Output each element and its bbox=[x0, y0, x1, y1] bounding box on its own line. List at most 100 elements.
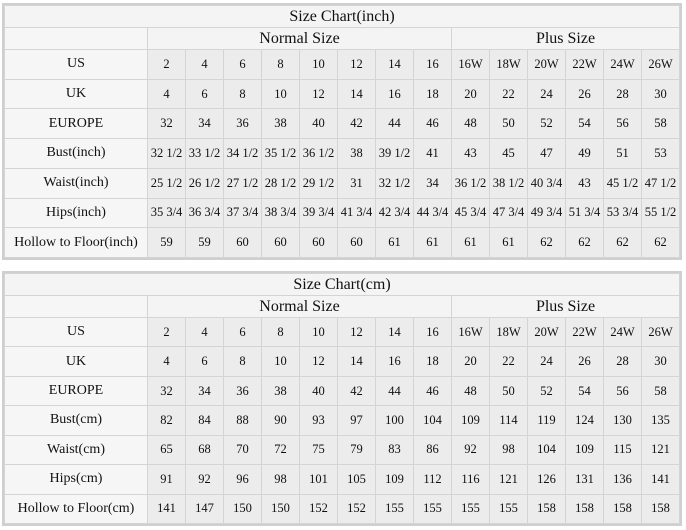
table-cell: 52 bbox=[527, 375, 566, 407]
table-row: Waist(inch) 25 1/2 26 1/2 27 1/2 28 1/2 29 1/… bbox=[4, 167, 680, 199]
table-cell: 41 bbox=[413, 138, 452, 169]
table-cell: 155 bbox=[451, 493, 490, 525]
table-cell: 49 3/4 bbox=[527, 197, 566, 229]
table-cell: 4 bbox=[147, 78, 186, 110]
table-cell: 59 bbox=[147, 227, 186, 258]
table-row: UK 4 6 8 10 12 14 16 18 20 22 24 26 28 30 bbox=[4, 346, 680, 377]
row-label: Waist(inch) bbox=[4, 167, 148, 199]
table-cell: 36 1/2 bbox=[299, 138, 338, 169]
table-cell: 158 bbox=[527, 493, 566, 525]
table-cell: 36 bbox=[223, 108, 262, 140]
table-row: US 2 4 6 8 10 12 14 16 16W 18W 20W 22W 24W 26W bbox=[4, 316, 680, 348]
table-row: Bust(inch) 32 1/2 33 1/2 34 1/2 35 1/2 36 1/2… bbox=[4, 138, 680, 169]
table-cell: 18W bbox=[489, 49, 528, 80]
table-cell: 28 bbox=[603, 78, 642, 110]
table-cell: 60 bbox=[261, 227, 300, 258]
table-cell: 72 bbox=[261, 434, 300, 466]
table-cell: 14 bbox=[337, 346, 376, 377]
table-cell: 38 bbox=[337, 138, 376, 169]
row-label: Hollow to Floor(inch) bbox=[4, 227, 148, 258]
table-cell: 35 1/2 bbox=[261, 138, 300, 169]
table-cell: 25 1/2 bbox=[147, 167, 186, 199]
table-cell: 61 bbox=[451, 227, 490, 258]
table-cell: 24 bbox=[527, 346, 566, 377]
table-cell: 4 bbox=[185, 49, 224, 80]
table-cell: 109 bbox=[375, 464, 414, 495]
table-cell: 90 bbox=[261, 405, 300, 436]
table-cell: 101 bbox=[299, 464, 338, 495]
table-cell: 26W bbox=[641, 49, 680, 80]
table-cell: 36 bbox=[223, 375, 262, 407]
size-table: Size Chart(cm) Normal Size Plus Size US 2 4 6 8… bbox=[4, 273, 680, 525]
table-cell: 24 bbox=[527, 78, 566, 110]
table-cell: 45 bbox=[489, 138, 528, 169]
table-cell: 32 1/2 bbox=[375, 167, 414, 199]
table-row: US 2 4 6 8 10 12 14 16 16W 18W 20W 22W 24W 26W bbox=[4, 49, 680, 80]
table-cell: 126 bbox=[527, 464, 566, 495]
group-header-row: Normal Size Plus Size bbox=[4, 295, 680, 318]
table-title: Size Chart(inch) bbox=[4, 5, 680, 28]
table-cell: 158 bbox=[565, 493, 604, 525]
row-label: UK bbox=[4, 346, 148, 377]
table-cell: 83 bbox=[375, 434, 414, 466]
row-label: US bbox=[4, 316, 148, 348]
table-cell: 22 bbox=[489, 78, 528, 110]
table-cell: 38 bbox=[261, 108, 300, 140]
table-cell: 86 bbox=[413, 434, 452, 466]
table-cell: 155 bbox=[375, 493, 414, 525]
table-cell: 26 1/2 bbox=[185, 167, 224, 199]
table-cell: 30 bbox=[641, 78, 680, 110]
title-row: Size Chart(cm) bbox=[4, 273, 680, 296]
row-label: EUROPE bbox=[4, 108, 148, 140]
table-cell: 4 bbox=[185, 316, 224, 348]
table-cell: 6 bbox=[185, 78, 224, 110]
row-label: UK bbox=[4, 78, 148, 110]
table-cell: 45 1/2 bbox=[603, 167, 642, 199]
table-cell: 34 bbox=[185, 375, 224, 407]
table-cell: 27 1/2 bbox=[223, 167, 262, 199]
table-cell: 116 bbox=[451, 464, 490, 495]
table-cell: 32 1/2 bbox=[147, 138, 186, 169]
table-cell: 28 1/2 bbox=[261, 167, 300, 199]
table-cell: 68 bbox=[185, 434, 224, 466]
table-cell: 44 bbox=[375, 108, 414, 140]
table-cell: 46 bbox=[413, 108, 452, 140]
table-cell: 48 bbox=[451, 375, 490, 407]
table-cell: 158 bbox=[603, 493, 642, 525]
normal-size-header: Normal Size bbox=[147, 27, 452, 50]
table-cell: 155 bbox=[413, 493, 452, 525]
table-cell: 60 bbox=[299, 227, 338, 258]
table-row: Waist(cm) 65 68 70 72 75 79 83 86 92 98 104 109 115 12… bbox=[4, 434, 680, 466]
table-cell: 18W bbox=[489, 316, 528, 348]
table-cell: 51 3/4 bbox=[565, 197, 604, 229]
table-cell: 6 bbox=[223, 49, 262, 80]
table-cell: 61 bbox=[489, 227, 528, 258]
table-cell: 45 3/4 bbox=[451, 197, 490, 229]
table-cell: 32 bbox=[147, 375, 186, 407]
table-cell: 26 bbox=[565, 78, 604, 110]
table-cell: 12 bbox=[337, 316, 376, 348]
table-cell: 82 bbox=[147, 405, 186, 436]
table-cell: 38 3/4 bbox=[261, 197, 300, 229]
table-cell: 34 bbox=[413, 167, 452, 199]
table-cell: 147 bbox=[185, 493, 224, 525]
table-cell: 8 bbox=[261, 49, 300, 80]
table-cell: 20W bbox=[527, 49, 566, 80]
table-cell: 18 bbox=[413, 78, 452, 110]
table-cell: 55 1/2 bbox=[641, 197, 680, 229]
table-cell: 152 bbox=[299, 493, 338, 525]
table-cell: 39 3/4 bbox=[299, 197, 338, 229]
row-label: Hips(cm) bbox=[4, 464, 148, 495]
table-cell: 14 bbox=[337, 78, 376, 110]
table-cell: 20W bbox=[527, 316, 566, 348]
table-cell: 47 3/4 bbox=[489, 197, 528, 229]
table-cell: 152 bbox=[337, 493, 376, 525]
table-cell: 54 bbox=[565, 375, 604, 407]
table-row: Hollow to Floor(inch) 59 59 60 60 60 60 61 61 61 6… bbox=[4, 227, 680, 258]
table-row: Hips(cm) 91 92 96 98 101 105 109 112 116 121 126 131… bbox=[4, 464, 680, 495]
table-cell: 155 bbox=[489, 493, 528, 525]
table-cell: 62 bbox=[603, 227, 642, 258]
row-label: US bbox=[4, 49, 148, 80]
table-cell: 135 bbox=[641, 405, 680, 436]
table-cell: 14 bbox=[375, 49, 414, 80]
